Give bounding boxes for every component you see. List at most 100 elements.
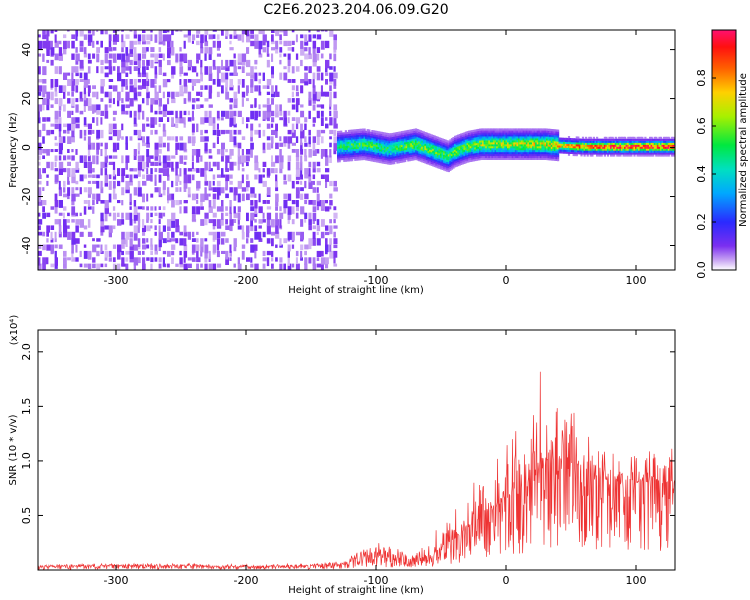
spectrogram-noise-cell: [295, 85, 299, 91]
spectrogram-ridge-cell: [441, 154, 444, 157]
spectrogram-ridge-cell: [521, 134, 524, 137]
spectrogram-ridge-cell: [460, 151, 463, 154]
spectrogram-noise-cell: [187, 34, 191, 43]
spectrogram-ridge-cell: [583, 148, 586, 151]
spectrogram-ridge-cell: [552, 137, 555, 140]
spectrogram-noise-cell: [216, 40, 221, 48]
spectrogram-noise-cell: [250, 30, 254, 34]
spectrogram-ridge-cell: [636, 146, 639, 149]
spectrogram-ridge-cell: [422, 137, 425, 140]
spectrogram-noise-cell: [129, 53, 134, 57]
spectrogram-ridge-cell: [535, 148, 538, 151]
spectrogram-ridge-cell: [480, 136, 483, 139]
spectrogram-ridge-cell: [458, 145, 461, 148]
spectrogram-ridge-cell: [402, 138, 405, 141]
spectrogram-ridge-cell: [597, 146, 600, 149]
spectrogram-ridge-cell: [502, 142, 505, 145]
spectrogram-ridge-cell: [475, 129, 478, 132]
spectrogram-ridge-cell: [670, 142, 673, 145]
spectrogram-ridge-cell: [574, 153, 577, 157]
spectrogram-ridge-cell: [362, 138, 365, 141]
spectrogram-ridge-cell: [530, 128, 533, 131]
spectrogram-ridge-cell: [337, 142, 340, 145]
spectrogram-noise-cell: [125, 180, 130, 190]
spectrogram-ridge-cell: [659, 154, 663, 157]
spectrogram-ridge-cell: [630, 144, 633, 147]
spectrogram-ridge-cell: [625, 140, 628, 143]
spectrogram-noise-cell: [304, 79, 309, 86]
spectrogram-noise-cell: [112, 30, 117, 33]
spectrogram-ridge-cell: [450, 165, 454, 168]
spectrogram-ridge-cell: [588, 148, 591, 151]
spectrogram-ridge-cell: [514, 153, 517, 157]
spectrogram-ridge-cell: [424, 143, 427, 146]
spectrogram-noise-cell: [125, 91, 130, 100]
spectrogram-noise-cell: [75, 193, 80, 197]
spectrogram-ridge-cell: [569, 147, 572, 150]
spectrogram-noise-cell: [162, 155, 167, 164]
spectrogram-ridge-cell: [600, 142, 603, 145]
spectrogram-noise-cell: [204, 180, 209, 186]
spectrogram-ridge-cell: [388, 160, 391, 163]
spectrogram-noise-cell: [221, 155, 224, 162]
spectrogram-noise-cell: [304, 142, 308, 147]
spectrogram-noise-cell: [112, 142, 117, 151]
spectrogram-noise-cell: [50, 206, 55, 210]
spectrogram-ridge-cell: [457, 146, 460, 149]
spectrogram-noise-cell: [200, 91, 203, 97]
spectrogram-ridge-cell: [549, 128, 552, 131]
spectrogram-ridge-cell: [355, 146, 358, 149]
spectrogram-ridge-cell: [483, 134, 486, 137]
spectrogram-noise-cell: [196, 200, 199, 204]
spectrogram-ridge-cell: [416, 144, 419, 147]
spectrogram-ridge-cell: [528, 138, 532, 141]
spectrogram-ridge-cell: [396, 133, 399, 137]
spectrogram-noise-cell: [333, 47, 337, 53]
spectrogram-ridge-cell: [452, 162, 455, 165]
spectrogram-noise-cell: [229, 200, 232, 207]
spectrogram-noise-cell: [204, 219, 208, 226]
spectrogram-ridge-cell: [505, 148, 508, 151]
spectrogram-noise-cell: [83, 117, 87, 126]
spectrogram-ridge-cell: [386, 146, 390, 149]
spectrogram-ridge-cell: [388, 135, 391, 138]
spectrogram-ridge-cell: [542, 146, 546, 149]
snr-y-tick-label: 2.0: [20, 343, 33, 361]
spectrogram-ridge-cell: [380, 155, 383, 158]
spectrogram-noise-cell: [63, 212, 65, 219]
spectrogram-ridge-cell: [613, 144, 616, 147]
spectrogram-ridge-cell: [415, 130, 418, 133]
spectrogram-ridge-cell: [616, 150, 619, 153]
spectrogram-ridge-cell: [482, 134, 485, 137]
spectrogram-noise-cell: [67, 30, 70, 32]
spectrogram-ridge-cell: [413, 150, 416, 153]
spectrogram-ridge-cell: [337, 146, 340, 149]
spectrogram-noise-cell: [333, 110, 338, 119]
spectrogram-ridge-cell: [408, 159, 411, 162]
spectrogram-ridge-cell: [379, 131, 382, 134]
spectrogram-ridge-cell: [599, 138, 602, 141]
spectrogram-ridge-cell: [383, 159, 386, 162]
spectrogram-ridge-cell: [401, 152, 404, 155]
spectrogram-ridge-cell: [422, 147, 425, 150]
spectrogram-noise-cell: [258, 231, 262, 241]
spectrogram-ridge-cell: [374, 140, 377, 143]
spectrogram-noise-cell: [291, 98, 295, 103]
spectrogram-noise-cell: [146, 136, 150, 145]
spectrogram-ridge-cell: [337, 160, 340, 163]
spectrogram-noise-cell: [183, 180, 188, 189]
spectrogram-noise-cell: [154, 79, 157, 85]
spectrogram-ridge-cell: [444, 149, 447, 152]
spectrogram-ridge-cell: [441, 162, 444, 165]
spectrogram-noise-cell: [38, 66, 41, 75]
spectrogram-ridge-cell: [441, 150, 444, 153]
spectrogram-ridge-cell: [399, 156, 402, 160]
spectrogram-ridge-cell: [571, 149, 574, 153]
spectrogram-ridge-cell: [547, 150, 550, 153]
spectrogram-noise-cell: [129, 174, 133, 183]
spectrogram-noise-cell: [266, 91, 271, 95]
spectrogram-ridge-cell: [463, 151, 466, 155]
spectrogram-ridge-cell: [360, 158, 363, 161]
spectrogram-ridge-cell: [365, 150, 368, 153]
spectrogram-noise-cell: [137, 180, 141, 188]
